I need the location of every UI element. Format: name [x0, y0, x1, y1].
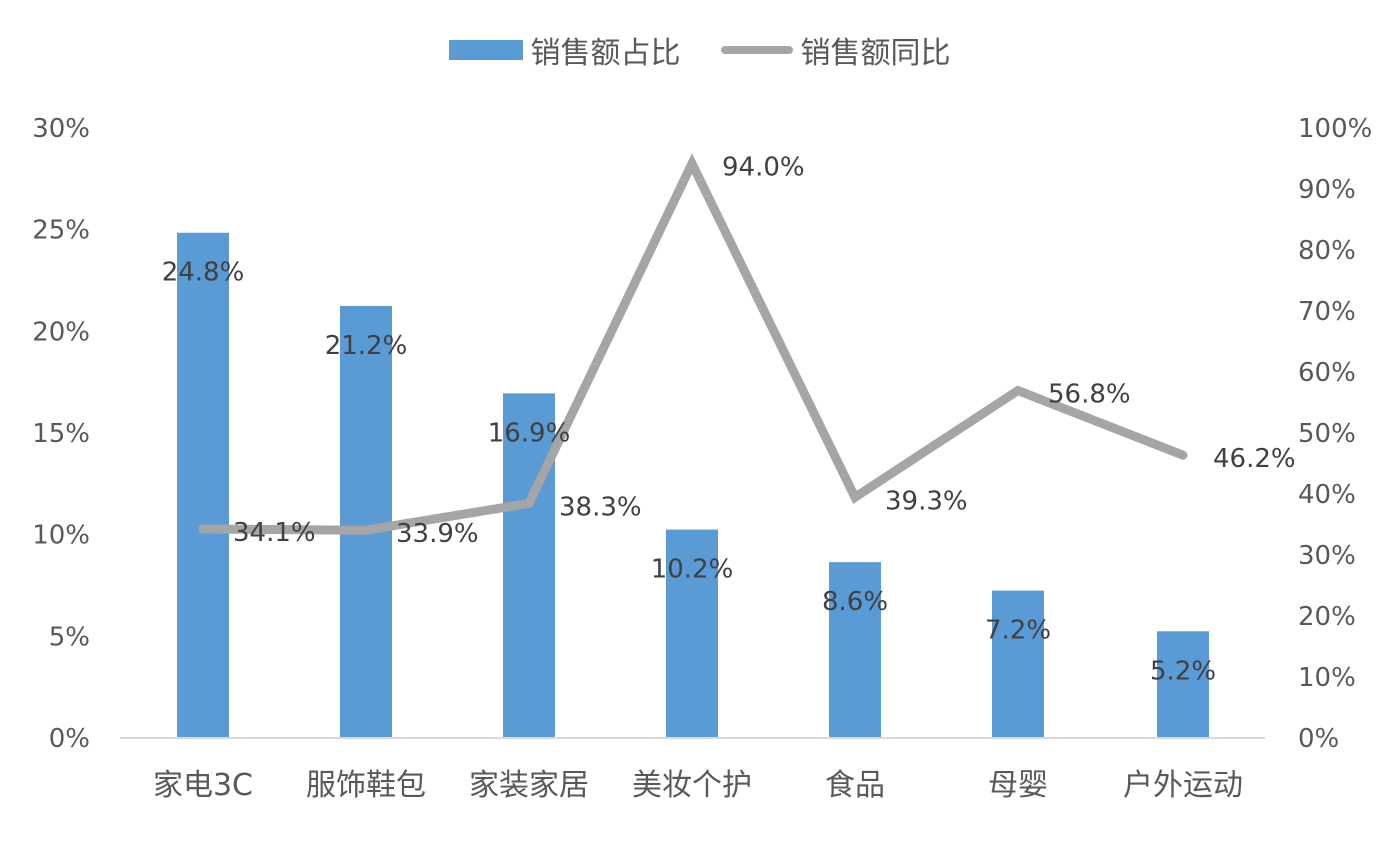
bar-value-label: 10.2%: [651, 555, 734, 585]
right-axis-tick-label: 30%: [1298, 541, 1356, 571]
left-axis-tick-label: 15%: [32, 419, 90, 449]
x-axis-category-label: 美妆个护: [632, 768, 752, 803]
line-value-label: 38.3%: [559, 492, 642, 522]
left-axis-tick-label: 20%: [32, 317, 90, 347]
x-axis-category-label: 食品: [825, 768, 885, 803]
bar: [503, 393, 555, 737]
line-value-label: 34.1%: [233, 518, 316, 548]
left-axis-tick-label: 5%: [49, 622, 90, 652]
line-series: [198, 153, 1188, 535]
line-value-label: 33.9%: [396, 519, 479, 549]
chart-legend: 销售额占比 销售额同比: [0, 28, 1399, 72]
left-axis-tick-label: 0%: [49, 724, 90, 754]
right-axis-tick-label: 100%: [1298, 114, 1372, 144]
legend-item-line: 销售额同比: [720, 28, 951, 72]
right-axis-tick-label: 60%: [1298, 358, 1356, 388]
x-axis-category-label: 母婴: [988, 768, 1048, 803]
bar: [666, 529, 718, 737]
right-axis-tick-label: 20%: [1298, 602, 1356, 632]
bar-value-label: 7.2%: [985, 616, 1051, 646]
legend-line-label: 销售额同比: [800, 36, 951, 71]
bar-value-label: 21.2%: [325, 331, 408, 361]
line-value-label: 39.3%: [885, 486, 968, 516]
x-axis-category-label: 家装家居: [469, 768, 589, 803]
bar: [992, 590, 1044, 737]
right-axis-tick-label: 90%: [1298, 175, 1356, 205]
line-value-label: 94.0%: [722, 153, 805, 183]
bar: [829, 562, 881, 737]
right-axis-tick-label: 50%: [1298, 419, 1356, 449]
right-axis-tick-label: 10%: [1298, 663, 1356, 693]
left-axis-tick-label: 30%: [32, 114, 90, 144]
x-axis-category-label: 服饰鞋包: [306, 768, 426, 803]
bar-value-label: 5.2%: [1150, 656, 1216, 686]
x-axis-category-label: 户外运动: [1123, 768, 1243, 803]
bar: [340, 305, 392, 737]
right-axis-tick-label: 40%: [1298, 480, 1356, 510]
bar-value-label: 24.8%: [162, 258, 245, 288]
left-axis-tick-label: 25%: [32, 216, 90, 246]
x-axis-labels: 家电3C 服饰鞋包 家装家居 美妆个护 食品 母婴 户外运动: [153, 768, 1243, 803]
yoy-line: [198, 153, 1188, 535]
legend-item-bar: 销售额占比: [448, 28, 681, 72]
line-data-labels: 34.1% 33.9% 38.3% 94.0% 39.3% 56.8% 46.2%: [233, 153, 1296, 550]
bar-value-label: 8.6%: [822, 587, 888, 617]
line-value-label: 46.2%: [1213, 444, 1296, 474]
bar-value-label: 16.9%: [488, 418, 571, 448]
bar: [177, 232, 229, 737]
legend-bar-swatch-icon: [448, 40, 523, 60]
bar-data-labels: 24.8% 21.2% 16.9% 10.2% 8.6% 7.2% 5.2%: [162, 258, 1216, 687]
right-axis-tick-label: 0%: [1298, 724, 1339, 754]
x-axis-category-label: 家电3C: [153, 768, 253, 803]
right-axis-tick-label: 70%: [1298, 297, 1356, 327]
right-axis-tick-label: 80%: [1298, 236, 1356, 266]
legend-line-swatch-icon: [720, 46, 793, 54]
legend-bar-label: 销售额占比: [530, 36, 681, 71]
right-y-axis: 0% 10% 20% 30% 40% 50% 60% 70% 80% 90% 100%: [1298, 114, 1372, 754]
left-y-axis: 0% 5% 10% 15% 20% 25% 30%: [32, 114, 90, 754]
left-axis-tick-label: 10%: [32, 521, 90, 551]
bar-series: [177, 232, 1209, 737]
bar: [1157, 631, 1209, 737]
line-value-label: 56.8%: [1048, 380, 1131, 410]
